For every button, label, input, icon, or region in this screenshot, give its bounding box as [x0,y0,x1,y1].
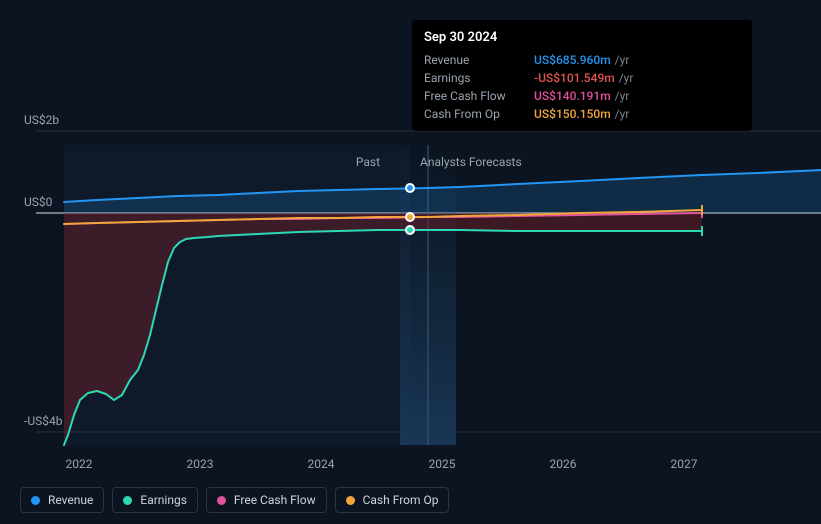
section-label-forecast: Analysts Forecasts [420,155,522,169]
legend-label: Free Cash Flow [234,493,316,507]
legend-label: Cash From Op [363,493,439,507]
x-axis-label: 2022 [66,457,93,471]
legend-item[interactable]: Cash From Op [335,487,450,513]
tooltip-value: US$685.960m [534,53,611,67]
tooltip-date: Sep 30 2024 [424,30,740,45]
tooltip-value: -US$101.549m [534,71,615,85]
legend-item[interactable]: Free Cash Flow [206,487,327,513]
legend: Revenue Earnings Free Cash Flow Cash From O… [20,487,449,513]
tooltip-unit: /yr [615,89,630,103]
legend-label: Revenue [48,493,93,507]
legend-item[interactable]: Earnings [112,487,198,513]
tooltip-row: Cash From OpUS$150.150m/yr [424,105,740,123]
x-axis-label: 2023 [187,457,214,471]
tooltip-row: Earnings-US$101.549m/yr [424,69,740,87]
legend-dot [346,496,355,505]
tooltip-value: US$150.150m [534,107,611,121]
y-axis-label: -US$4b [24,414,62,428]
legend-item[interactable]: Revenue [20,487,104,513]
legend-dot [123,496,132,505]
tooltip-unit: /yr [619,71,634,85]
marker-earnings [405,225,415,235]
tooltip-value: US$140.191m [534,89,611,103]
x-axis-label: 2027 [671,457,698,471]
section-label-past: Past [356,155,380,169]
tooltip-row: RevenueUS$685.960m/yr [424,51,740,69]
legend-dot [217,496,226,505]
tooltip-unit: /yr [615,53,630,67]
y-axis-label: US$2b [24,113,59,127]
tooltip-label: Free Cash Flow [424,89,534,103]
x-axis-label: 2026 [550,457,577,471]
tooltip-row: Free Cash FlowUS$140.191m/yr [424,87,740,105]
legend-label: Earnings [140,493,187,507]
legend-dot [31,496,40,505]
tooltip-label: Cash From Op [424,107,534,121]
marker-cash_from_op [405,212,415,222]
tooltip: Sep 30 2024 RevenueUS$685.960m/yrEarning… [412,20,752,131]
marker-revenue [405,183,415,193]
x-axis-label: 2024 [308,457,335,471]
tooltip-label: Earnings [424,71,534,85]
tooltip-label: Revenue [424,53,534,67]
tooltip-unit: /yr [615,107,630,121]
y-axis-label: US$0 [24,195,52,209]
x-axis-label: 2025 [429,457,456,471]
